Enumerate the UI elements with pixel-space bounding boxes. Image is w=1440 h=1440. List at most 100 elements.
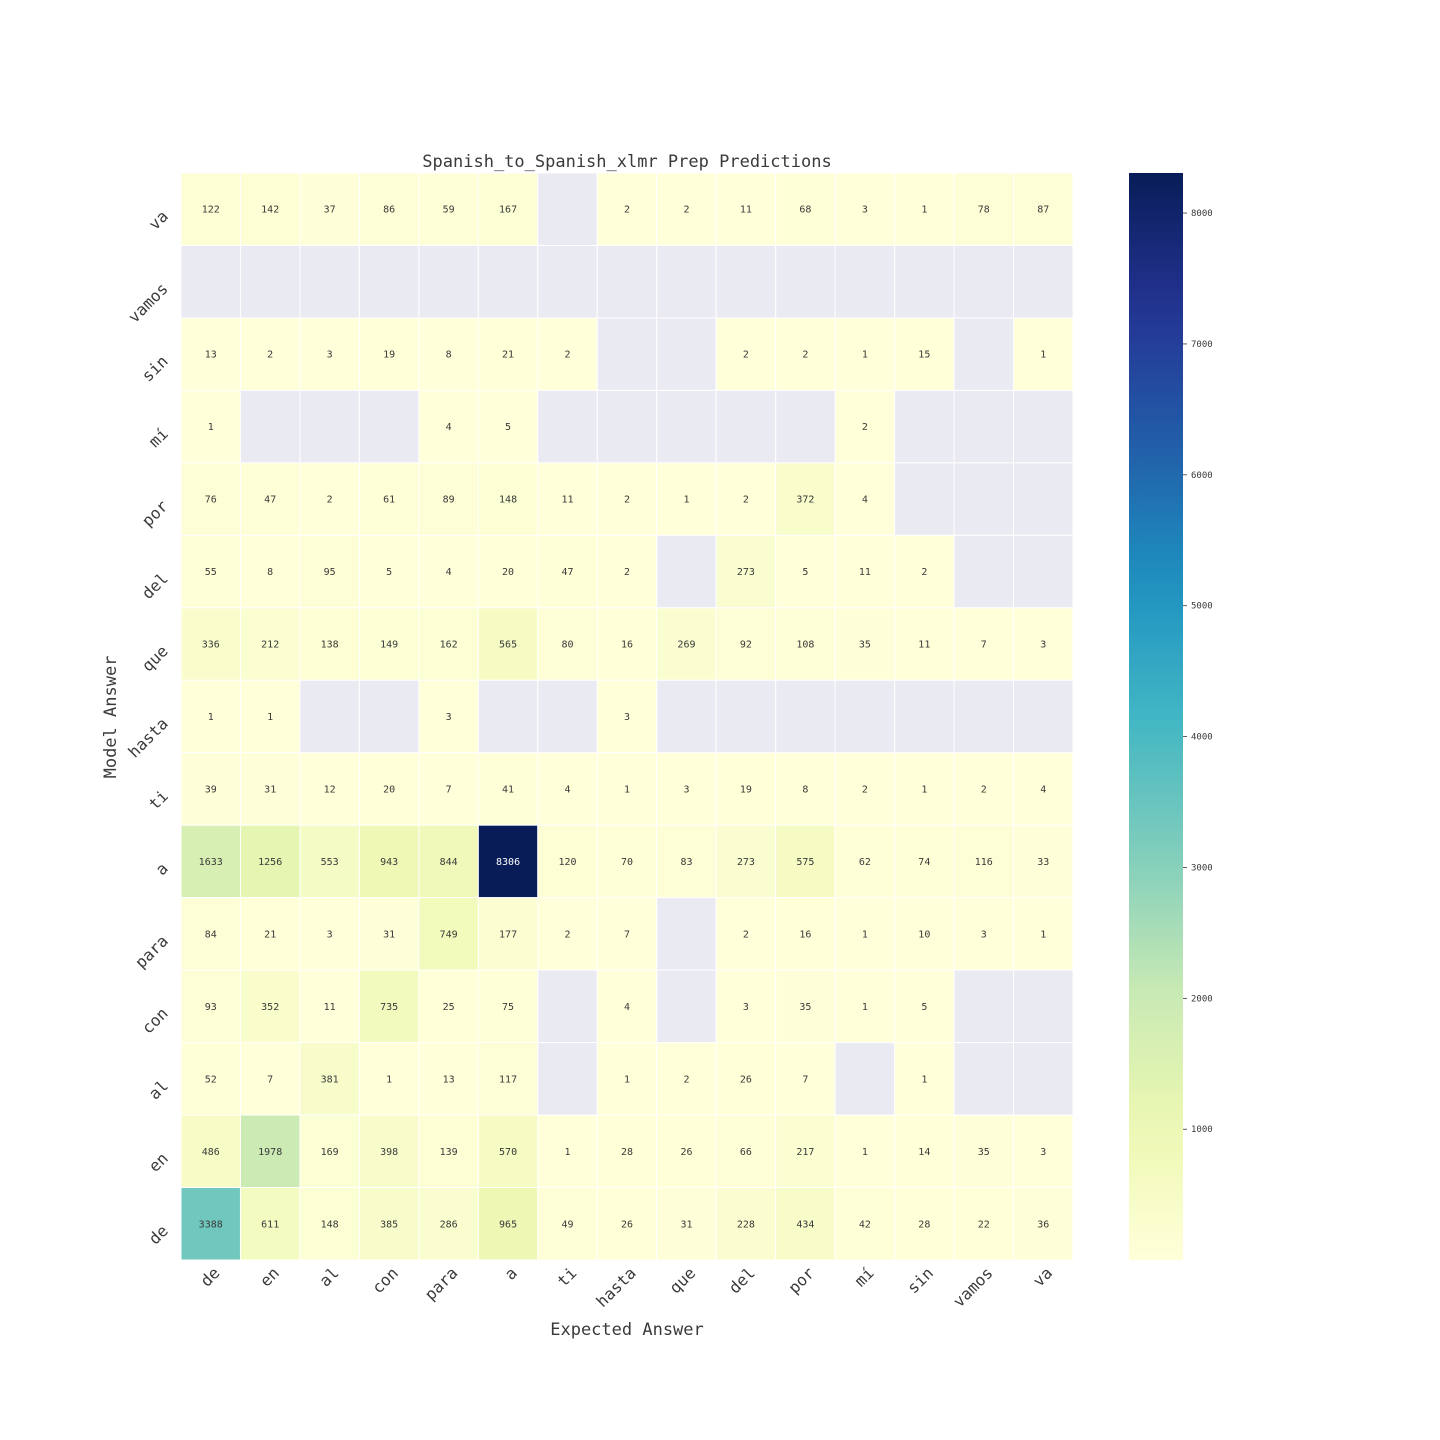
x-tick-label: a [501,1263,521,1283]
heatmap-cell [953,969,1015,1044]
cell-value-label: 11 [740,205,752,216]
heatmap-cell [358,317,420,391]
cell-value-label: 35 [978,1147,990,1158]
cell-value-label: 26 [621,1219,633,1230]
heatmap-cell [239,607,301,681]
cell-value-label: 66 [740,1147,752,1158]
cell-value-label: 148 [499,495,517,506]
cell-value-label: 273 [737,567,755,578]
cell-value-label: 92 [740,640,752,651]
heatmap-cell [656,969,717,1044]
y-tick-label: de [145,1221,172,1248]
heatmap-cell [894,317,955,391]
heatmap-cell [180,1187,241,1261]
heatmap-cell [537,824,598,899]
heatmap-cell [1013,607,1074,681]
cell-value-label: 11 [918,640,930,651]
heatmap-cell [775,389,836,464]
cell-value-label: 372 [796,495,814,506]
heatmap-cell [537,172,598,246]
cell-value-label: 10 [918,929,930,940]
heatmap-cell [418,389,479,464]
cell-value-label: 117 [499,1074,517,1085]
heatmap-cell [180,824,241,899]
cell-value-label: 2 [565,929,571,940]
y-tick-label: para [131,931,172,972]
cell-value-label: 2 [624,495,630,506]
heatmap-cell [299,317,360,391]
heatmap-cell [953,679,1015,754]
heatmap-cell [537,1187,598,1261]
cell-value-label: 7 [446,784,452,795]
cell-value-label: 2 [743,495,749,506]
cell-value-label: 21 [502,350,514,361]
y-axis-ticks: va vamos sin mí por del que hasta ti a para con al en… [124,207,172,1249]
x-tick-label: hasta [592,1263,639,1310]
cell-value-label: 5 [921,1002,927,1013]
heatmap-cell [537,462,598,536]
heatmap-cell [358,1042,420,1116]
heatmap-cell [477,1187,539,1261]
cell-value-label: 398 [380,1147,398,1158]
cell-value-label: 116 [975,857,993,868]
cell-value-label: 89 [443,495,455,506]
x-tick-label: con [368,1263,402,1297]
heatmap-cell [834,1042,896,1116]
y-tick-label: del [138,569,172,603]
heatmap-cell [299,752,360,826]
cell-value-label: 2 [921,567,927,578]
y-tick-label: sin [138,352,172,386]
heatmap-cell [358,897,420,971]
heatmap-cell [418,679,479,754]
cell-value-label: 2 [624,567,630,578]
heatmap-cell [358,679,420,754]
cell-value-label: 844 [440,857,458,868]
heatmap-cell [418,534,479,609]
y-tick-label: por [138,496,172,530]
heatmap-cell [358,752,420,826]
cell-value-label: 269 [677,640,695,651]
heatmap-cell [596,969,658,1044]
colorbar-tick-label: 6000 [1191,471,1213,481]
heatmap-cell [418,244,479,319]
heatmap-cell [299,244,360,319]
heatmap-cell [596,679,658,754]
cell-value-label: 35 [859,640,871,651]
cell-value-label: 2 [624,205,630,216]
cell-value-label: 352 [261,1002,279,1013]
heatmap-cell [953,1042,1015,1116]
x-tick-label: en [256,1263,283,1290]
y-tick-label: hasta [124,714,171,761]
heatmap-cell [239,389,301,464]
heatmap-cell [299,1042,360,1116]
cell-value-label: 3 [1040,640,1046,651]
heatmap-cell [477,389,539,464]
colorbar-tick-label: 3000 [1191,863,1213,873]
cell-value-label: 3 [327,929,333,940]
heatmap-cell [596,1187,658,1261]
colorbar-tick-label: 1000 [1191,1125,1213,1135]
heatmap-cell [596,1114,658,1189]
heatmap-cell [180,244,241,319]
cell-value-label: 486 [202,1147,220,1158]
cell-value-label: 286 [440,1219,458,1230]
cell-value-label: 2 [862,422,868,433]
cell-value-label: 20 [383,784,395,795]
y-tick-label: al [145,1076,172,1103]
x-tick-label: va [1029,1263,1056,1290]
cell-value-label: 4 [565,784,571,795]
heatmap-cell [596,389,658,464]
cell-value-label: 735 [380,1002,398,1013]
cell-value-label: 93 [205,1002,217,1013]
cell-value-label: 1 [624,784,630,795]
heatmap-cell [1013,969,1074,1044]
cell-value-label: 84 [205,929,217,940]
heatmap-cell [775,969,836,1044]
heatmap-cell [1013,824,1074,899]
heatmap-cell [180,752,241,826]
heatmap-cell [656,172,717,246]
y-tick-label: mí [145,424,172,451]
cell-value-label: 74 [918,857,930,868]
